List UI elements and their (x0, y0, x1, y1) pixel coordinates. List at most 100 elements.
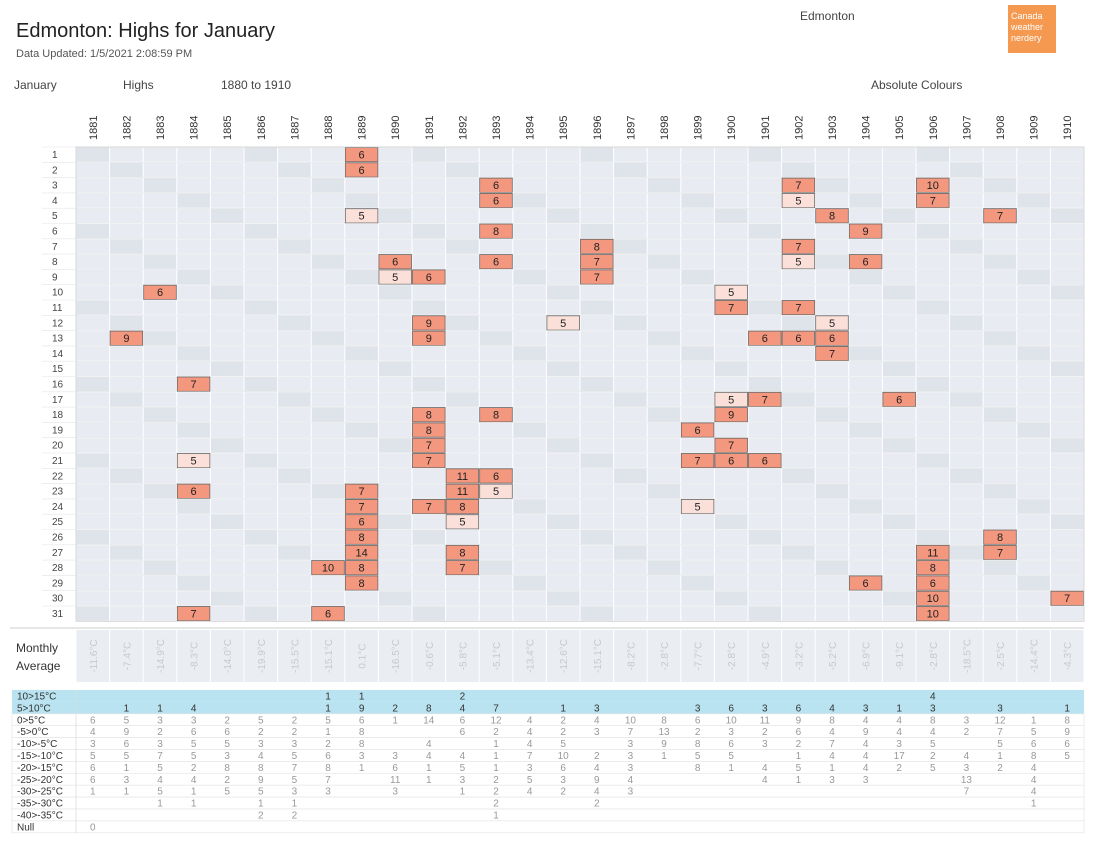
day-cell (681, 178, 714, 193)
bin-band (12, 690, 1084, 702)
bin-count: 8 (661, 715, 667, 726)
bin-count: 5 (258, 787, 264, 798)
day-cell (647, 147, 681, 162)
bin-count: 4 (191, 703, 197, 714)
bin-label: -5>0°C (17, 727, 49, 738)
day-cell (412, 208, 446, 223)
day-cell (681, 591, 714, 606)
day-cell (278, 438, 311, 453)
day-cell (513, 315, 546, 331)
day-cell (244, 285, 278, 300)
bin-row (11, 761, 1085, 774)
day-cell (983, 499, 1017, 514)
day-cell (714, 575, 748, 591)
brand-logo[interactable]: Canada weather nerdery (1008, 5, 1056, 53)
day-cell (983, 224, 1017, 239)
cell-value: 5 (829, 318, 835, 330)
day-label: 12 (52, 318, 64, 329)
bin-count: 7 (527, 751, 533, 762)
day-cell (210, 438, 244, 453)
day-cell (916, 438, 950, 453)
day-cell (681, 530, 714, 545)
bin-count: 0 (90, 822, 96, 833)
day-cell (614, 239, 647, 254)
measure-filter[interactable]: Highs (123, 78, 154, 92)
bin-count: 1 (896, 703, 902, 714)
bin-count: 1 (191, 799, 197, 810)
day-cell (244, 300, 278, 315)
day-cell (76, 545, 110, 560)
day-cell (882, 377, 916, 392)
colour-mode-toggle[interactable]: Absolute Colours (871, 78, 963, 92)
day-cell (412, 377, 446, 392)
day-cell (210, 484, 244, 499)
day-cell (311, 300, 345, 315)
day-cell (345, 254, 378, 269)
day-cell (278, 591, 311, 606)
day-cell (177, 392, 210, 407)
day-cell (580, 162, 614, 178)
day-cell (378, 361, 412, 376)
month-filter[interactable]: January (14, 78, 57, 92)
day-cell (110, 499, 143, 514)
day-cell (748, 560, 782, 575)
day-cell (1017, 453, 1050, 468)
bin-count: 4 (594, 763, 600, 774)
bin-count: 8 (224, 763, 230, 774)
day-cell (412, 606, 446, 621)
day-cell (714, 346, 748, 361)
day-label: 28 (52, 563, 64, 574)
day-cell (748, 193, 782, 208)
hot-day-cell (546, 315, 580, 331)
year-range-filter[interactable]: 1880 to 1910 (221, 78, 292, 92)
bin-count: 4 (460, 703, 466, 714)
day-cell (412, 392, 446, 407)
day-cell (446, 575, 479, 591)
day-cell (244, 147, 278, 162)
day-cell (580, 545, 614, 560)
day-cell (76, 377, 110, 392)
hot-day-cell (680, 498, 715, 515)
average-value: -13.4°C (526, 639, 537, 673)
cell-value: 6 (325, 609, 331, 621)
bin-count: 1 (728, 763, 734, 774)
bin-count: 8 (426, 703, 432, 714)
bin-count: 1 (493, 811, 499, 822)
day-cell (748, 591, 782, 606)
bin-label: -10>-5°C (17, 739, 57, 750)
day-cell (479, 147, 513, 162)
bin-count: 4 (896, 727, 902, 738)
day-cell (714, 514, 748, 529)
day-cell (546, 560, 580, 575)
day-cell (546, 346, 580, 361)
day-cell (446, 178, 479, 193)
day-cell (681, 468, 714, 484)
day-cell (244, 407, 278, 422)
day-cell (1050, 254, 1084, 269)
hot-day-cell (714, 407, 748, 423)
day-cell (849, 162, 882, 178)
day-cell (950, 178, 983, 193)
bin-count: 6 (728, 703, 734, 714)
day-cell (782, 484, 815, 499)
day-cell (916, 208, 950, 223)
day-cell (882, 514, 916, 529)
bin-count: 1 (124, 763, 130, 774)
bin-count: 3 (628, 763, 634, 774)
day-cell (110, 208, 143, 223)
day-cell (681, 606, 714, 621)
day-cell (76, 162, 110, 178)
bin-row (11, 725, 1085, 738)
day-cell (580, 208, 614, 223)
bin-count: 5 (930, 763, 936, 774)
day-cell (950, 499, 983, 514)
day-cell (983, 331, 1017, 346)
year-header: 1900 (726, 116, 738, 140)
day-cell (950, 453, 983, 468)
year-header: 1892 (457, 116, 469, 140)
day-cell (748, 484, 782, 499)
bin-count: 4 (863, 715, 869, 726)
cell-value: 8 (426, 410, 432, 422)
day-cell (110, 560, 143, 575)
day-cell (681, 208, 714, 223)
